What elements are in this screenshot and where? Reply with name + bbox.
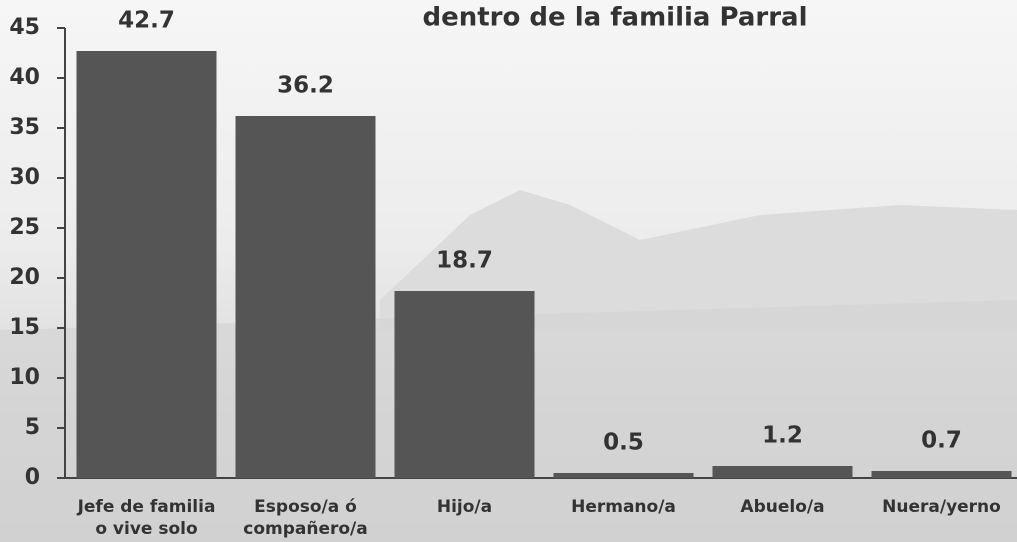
y-tick-label: 15 [9,315,40,340]
bar [554,473,694,478]
chart-title: dentro de la familia Parral [422,3,807,33]
x-tick-label: Nuera/yerno [882,497,1001,517]
y-tick-label: 45 [9,15,40,40]
value-label: 1.2 [762,423,803,449]
x-tick-label: Hermano/a [571,497,676,517]
y-tick-label: 0 [25,465,40,490]
bar [713,466,853,478]
value-label: 18.7 [436,248,493,274]
value-label: 0.5 [603,430,644,456]
bar [872,471,1012,478]
y-tick-label: 40 [9,65,40,90]
bar [77,51,217,478]
x-tick-label: o vive solo [95,519,197,539]
page: dentro de la familia Parral 0 5 10 15 20 25 30… [0,0,1017,542]
y-tick-label: 20 [9,265,40,290]
x-tick-label: compañero/a [243,519,368,539]
value-label: 42.7 [118,8,175,34]
chart: dentro de la familia Parral 0 5 10 15 20 25 30… [0,0,1017,542]
y-tick-label: 35 [9,115,40,140]
y-tick-label: 30 [9,165,40,190]
x-tick-label: Abuelo/a [740,497,824,517]
x-tick-label: Hijo/a [437,497,492,517]
x-tick-label: Jefe de familia [77,497,216,517]
value-label: 36.2 [277,73,334,99]
y-tick-label: 5 [25,415,40,440]
bar [395,291,535,478]
x-tick-label: Esposo/a ó [254,497,357,517]
y-tick-label: 10 [9,365,40,390]
y-tick-label: 25 [9,215,40,240]
bar [236,116,376,478]
value-label: 0.7 [921,428,962,454]
